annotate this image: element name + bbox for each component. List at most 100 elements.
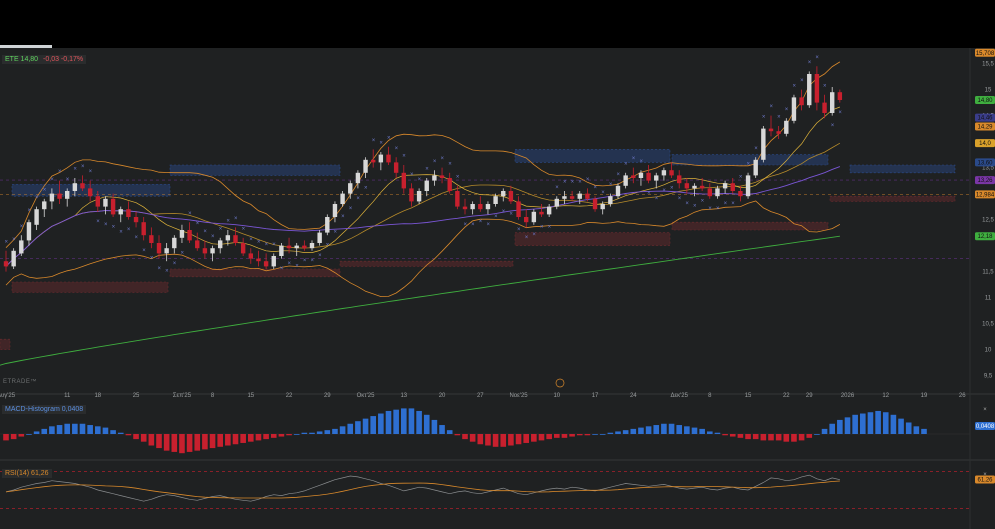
candle-body bbox=[776, 131, 781, 134]
price-badge bbox=[975, 48, 995, 57]
x-tick-label: 8 bbox=[211, 393, 215, 399]
candle-body bbox=[661, 170, 667, 176]
chart-canvas[interactable]: × ××××××××× ××× × ×× ××××× ××××××××× ××× × × ××× ××… bbox=[0, 48, 995, 529]
macd-bar bbox=[324, 430, 331, 434]
x-tick-label: 2026 bbox=[841, 393, 855, 399]
candle-body bbox=[164, 248, 169, 254]
y-tick-label: 11,5 bbox=[982, 270, 994, 276]
macd-bar bbox=[722, 434, 728, 436]
candle-body bbox=[65, 191, 70, 199]
macd-bar bbox=[829, 423, 835, 434]
sar-mark: × bbox=[27, 208, 31, 214]
ma-fast bbox=[5, 106, 841, 267]
rsi-badge-label: 61,26 bbox=[977, 477, 993, 483]
macd-bar bbox=[913, 426, 920, 434]
candle-body bbox=[294, 245, 299, 249]
macd-bar bbox=[691, 427, 698, 434]
candle-body bbox=[822, 102, 827, 113]
sar-mark: × bbox=[35, 195, 39, 201]
candle-body bbox=[34, 209, 39, 225]
sar-mark: × bbox=[831, 123, 835, 129]
macd-bar bbox=[806, 434, 813, 438]
x-tick-label: 24 bbox=[630, 393, 637, 399]
candle-body bbox=[799, 97, 804, 106]
price-zone bbox=[169, 164, 341, 176]
macd-bar bbox=[515, 434, 522, 445]
candle-body bbox=[110, 198, 116, 215]
sar-mark: × bbox=[762, 115, 766, 121]
candle-body bbox=[302, 245, 307, 249]
sar-mark: × bbox=[395, 146, 399, 152]
sar-mark: × bbox=[785, 107, 789, 113]
x-tick-label: 8 bbox=[708, 393, 712, 399]
macd-bar bbox=[117, 432, 124, 434]
macd-bar bbox=[684, 426, 690, 434]
macd-bar bbox=[584, 434, 591, 436]
macd-bar bbox=[431, 419, 438, 434]
macd-bar bbox=[332, 428, 338, 434]
price-zone bbox=[829, 195, 956, 202]
price-badge-label: 14,46 bbox=[977, 116, 993, 122]
sar-mark: × bbox=[662, 188, 666, 194]
sar-mark: × bbox=[586, 177, 590, 183]
macd-bar bbox=[95, 426, 101, 434]
macd-bar bbox=[714, 432, 721, 434]
macd-bar bbox=[599, 434, 606, 435]
sar-mark: × bbox=[311, 258, 315, 264]
candle-body bbox=[49, 193, 55, 202]
sar-mark: × bbox=[486, 222, 490, 228]
price-badge-label: 14,0 bbox=[979, 141, 991, 147]
candle-body bbox=[745, 175, 751, 197]
macd-bar bbox=[821, 428, 828, 434]
price-badge bbox=[975, 176, 995, 185]
x-tick-label: 26 bbox=[959, 393, 966, 399]
candle-body bbox=[103, 198, 108, 207]
sar-mark: × bbox=[356, 196, 360, 202]
macd-bar bbox=[707, 431, 713, 434]
candle-body bbox=[80, 183, 85, 189]
candle-body bbox=[577, 193, 582, 199]
macd-bar bbox=[745, 434, 751, 440]
macd-bar bbox=[561, 434, 568, 438]
macd-bar bbox=[263, 434, 269, 440]
macd-bar bbox=[3, 434, 9, 441]
macd-bar bbox=[630, 428, 637, 434]
candle-body bbox=[608, 196, 613, 204]
macd-bar bbox=[18, 434, 25, 437]
macd-bar bbox=[775, 434, 782, 441]
macd-bar bbox=[699, 428, 705, 434]
sar-mark: × bbox=[479, 219, 483, 225]
macd-bar bbox=[79, 423, 86, 434]
sar-mark: × bbox=[441, 156, 445, 162]
candle-body bbox=[126, 209, 131, 217]
sar-mark: × bbox=[127, 227, 131, 233]
x-tick-label: 10 bbox=[553, 393, 560, 399]
candle-body bbox=[485, 204, 491, 210]
candle-body bbox=[424, 180, 429, 191]
x-tick-label: 19 bbox=[921, 393, 928, 399]
macd-bar bbox=[622, 430, 629, 434]
candle-body bbox=[692, 185, 697, 189]
y-tick-label: 12,5 bbox=[982, 218, 994, 224]
macd-bar bbox=[248, 434, 254, 442]
y-tick-label: 15,5 bbox=[982, 62, 994, 68]
candle-body bbox=[378, 154, 384, 163]
candle-body bbox=[684, 183, 690, 189]
macd-bar bbox=[125, 434, 132, 436]
chart-area[interactable]: × × × × × × × × × × × × × × × × × × × × × × × × × × × × × × × × × × × × × × × ×… bbox=[0, 48, 995, 529]
macd-bar bbox=[316, 431, 323, 434]
macd-bar bbox=[523, 434, 529, 443]
candle-body bbox=[248, 253, 253, 259]
sar-mark: × bbox=[104, 222, 108, 228]
candle-body bbox=[493, 196, 498, 204]
sar-mark: × bbox=[234, 216, 238, 222]
macd-bar bbox=[569, 434, 575, 437]
x-tick-label: 29 bbox=[324, 393, 331, 399]
sar-mark: × bbox=[288, 261, 292, 267]
price-badge bbox=[975, 96, 995, 104]
sar-mark: × bbox=[448, 161, 452, 167]
x-tick-label: 12 bbox=[882, 393, 889, 399]
macd-bar bbox=[87, 425, 93, 434]
sar-mark: × bbox=[563, 180, 567, 186]
candle-body bbox=[623, 175, 628, 186]
